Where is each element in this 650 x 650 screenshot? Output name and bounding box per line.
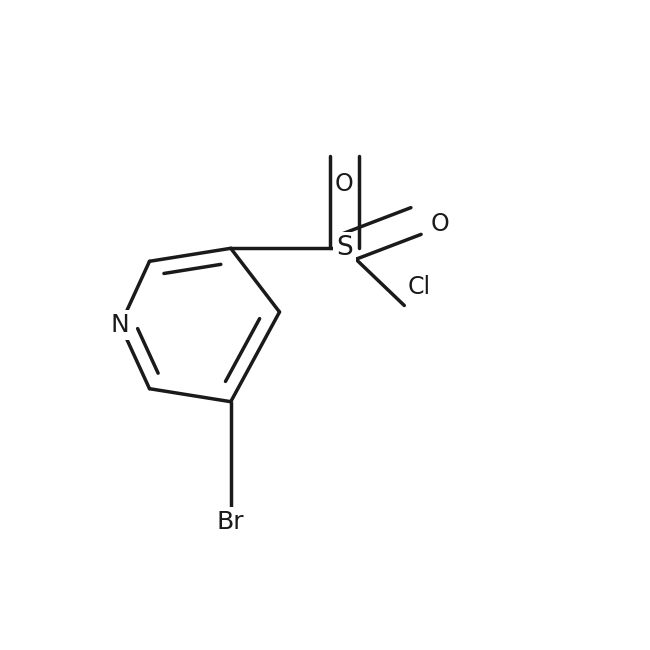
Text: O: O [335,172,354,196]
Text: S: S [336,235,353,261]
Text: Cl: Cl [408,275,431,299]
Text: Br: Br [217,510,244,534]
Text: O: O [430,213,449,236]
Text: N: N [111,313,129,337]
